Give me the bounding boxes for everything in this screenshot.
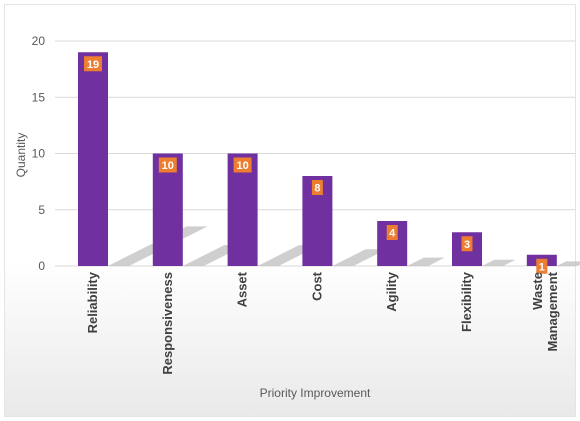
y-tick-label: 0 — [38, 259, 45, 273]
bar-shadow — [332, 249, 387, 266]
y-tick-label: 15 — [32, 90, 46, 104]
x-tick-label: Asset — [235, 271, 250, 307]
bar — [78, 52, 108, 266]
bar-shadow — [482, 259, 516, 266]
y-axis-ticks: 0 5 10 15 20 — [32, 34, 46, 273]
y-tick-label: 20 — [32, 34, 46, 48]
x-tick-label: Responsiveness — [160, 272, 175, 375]
x-tick-label: Reliability — [85, 271, 100, 333]
data-label-box — [84, 56, 102, 72]
data-label: 10 — [162, 160, 174, 172]
y-axis-title: Quantity — [14, 133, 28, 178]
x-tick-label: WasteManagement — [530, 271, 560, 351]
data-label: 8 — [314, 183, 320, 195]
x-axis-title: Priority Improvement — [260, 386, 371, 400]
y-tick-label: 5 — [38, 203, 45, 217]
bar-shadow — [556, 261, 580, 266]
data-label-box — [461, 236, 473, 252]
bar-shadow — [407, 257, 445, 266]
bars — [78, 52, 557, 266]
data-label-box — [158, 157, 177, 173]
data-label: 10 — [236, 160, 248, 172]
x-tick-label: Flexibility — [459, 271, 474, 332]
data-labels: 19 10 10 8 4 3 1 — [84, 56, 548, 274]
data-label: 3 — [464, 239, 470, 251]
x-tick-label: Cost — [309, 271, 324, 301]
x-axis-categories: Reliability Responsiveness Asset Cost Agilit… — [85, 271, 560, 374]
data-label-box — [311, 180, 323, 195]
y-tick-label: 10 — [32, 147, 46, 161]
data-label-box — [233, 157, 252, 173]
data-label-box — [536, 258, 548, 274]
data-label: 19 — [87, 59, 99, 71]
x-tick-label: Agility — [384, 271, 399, 311]
data-label-box — [386, 225, 398, 240]
data-label: 4 — [389, 228, 396, 240]
data-label: 1 — [539, 261, 545, 273]
